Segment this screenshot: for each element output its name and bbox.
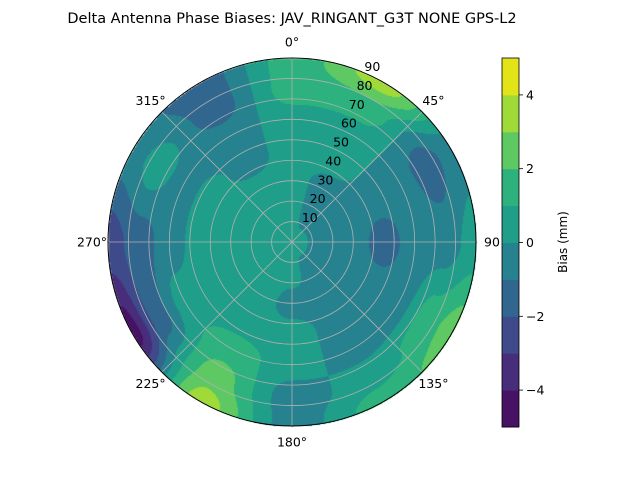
chart-title: Delta Antenna Phase Biases: JAV_RINGANT_… (67, 11, 516, 27)
radial-tick-label: 60 (341, 116, 357, 131)
colorbar-segment (502, 131, 519, 170)
radial-tick-label: 40 (325, 153, 341, 168)
azimuth-gridline (161, 111, 423, 373)
azimuth-tick-label: 270° (77, 235, 107, 250)
azimuth-tick-label: 315° (136, 93, 166, 108)
colorbar-segment (502, 94, 519, 133)
azimuth-tick-label: 135° (418, 376, 448, 391)
colorbar-segment (502, 58, 519, 96)
polar-grid (107, 57, 477, 427)
azimuth-tick-label: 45° (422, 93, 444, 108)
colorbar-tick-label: −4 (526, 383, 544, 398)
radial-tick-label: 70 (349, 97, 365, 112)
azimuth-tick-label: 225° (136, 376, 166, 391)
radial-tick-label: 80 (357, 78, 373, 93)
azimuth-tick-label: 0° (285, 35, 299, 50)
colorbar-tick-label: 2 (526, 161, 534, 176)
colorbar-label: Bias (mm) (556, 211, 570, 273)
colorbar: 4 2 0 −2 −4 (501, 57, 544, 428)
colorbar-tick-label: 0 (526, 235, 534, 250)
radial-tick-label: 50 (333, 135, 349, 150)
colorbar-segment (502, 242, 519, 280)
azimuth-ticks: 0° 45° 90 135° 180° 225° 270° 315° (77, 35, 500, 450)
azimuth-tick-label: 90 (484, 235, 500, 250)
azimuth-tick-label: 180° (277, 435, 307, 450)
radial-tick-label: 30 (317, 172, 333, 187)
radial-tick-label: 20 (310, 191, 326, 206)
colorbar-segment (502, 279, 519, 317)
radial-tick-label: 90 (364, 59, 380, 74)
colorbar-tick-label: 4 (526, 87, 534, 102)
colorbar-tick-label: −2 (526, 309, 544, 324)
colorbar-segment (502, 353, 519, 391)
radial-tick-label: 10 (302, 210, 318, 225)
colorbar-segment (502, 168, 519, 207)
colorbar-segment (502, 390, 519, 428)
colorbar-segment (502, 316, 519, 354)
radial-ticks: 10 20 30 40 50 60 70 80 90 (302, 59, 381, 225)
colorbar-segment (502, 205, 519, 243)
plot-outline (107, 57, 477, 427)
